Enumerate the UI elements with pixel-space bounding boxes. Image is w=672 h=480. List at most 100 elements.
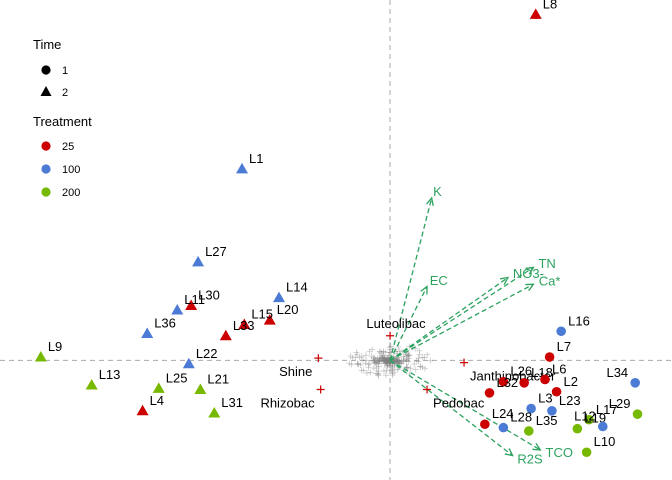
sample-l8: L8 [529, 0, 557, 19]
sample-label: L28 [510, 410, 532, 425]
sample-marker-circle [498, 376, 509, 387]
sample-label: L7 [557, 339, 571, 354]
vector-no3: NO3- [389, 266, 544, 361]
taxon-cross [381, 356, 388, 363]
vector-line [389, 197, 433, 361]
taxon-cross [398, 360, 405, 367]
vector-label: TN [538, 256, 555, 271]
sample-l19: L19 [572, 411, 606, 434]
sample-l24: L24 [480, 406, 514, 430]
taxon-cross [354, 360, 361, 367]
taxon-label: Rhizobac [260, 396, 315, 411]
taxon-label: Pedobac [433, 396, 485, 411]
sample-label: L10 [594, 434, 616, 449]
sample-label: L14 [286, 280, 308, 295]
sample-marker-circle [547, 406, 557, 416]
sample-marker-triangle [263, 314, 276, 325]
legend-treatment-200-swatch [41, 187, 51, 197]
taxon-cross [380, 348, 387, 355]
sample-l28: L28 [498, 410, 532, 433]
sample-label: L17 [596, 402, 618, 417]
taxon-cross [389, 363, 396, 370]
sample-marker-circle [551, 386, 562, 397]
sample-label: L1 [249, 151, 263, 166]
sample-l23: L23 [547, 393, 581, 416]
sample-l30: L30 [185, 288, 220, 311]
sample-marker-circle [630, 378, 640, 388]
taxon-cross [419, 354, 426, 361]
sample-marker-triangle [182, 357, 195, 369]
sample-l1: L1 [236, 151, 263, 174]
taxon-cross [388, 366, 395, 373]
legend-treatment-title: Treatment [33, 114, 92, 129]
sample-marker-circle [632, 409, 643, 419]
taxon-cross [383, 367, 390, 374]
taxon-cross [346, 360, 353, 367]
sample-marker-triangle [219, 329, 232, 341]
sample-l32: L32 [484, 375, 518, 398]
sample-label: L29 [609, 396, 631, 411]
vector-r2s: R2S [389, 359, 543, 466]
sample-marker-circle [584, 414, 594, 425]
taxon-cross [392, 356, 399, 363]
sample-marker-circle [572, 423, 583, 434]
sample-l13: L13 [85, 367, 120, 390]
taxon-cross [360, 357, 367, 364]
sample-l6: L6 [540, 361, 566, 385]
sample-l17: L17 [584, 402, 618, 425]
taxon-marker [460, 358, 469, 367]
vector-arrowhead [525, 283, 535, 292]
legend-treatment-100-swatch [41, 164, 51, 174]
sample-label: L6 [552, 361, 566, 376]
taxon-cross [422, 365, 429, 372]
taxon-cross [365, 364, 372, 371]
sample-label: L35 [536, 413, 558, 428]
sample-label: L3 [538, 391, 552, 406]
legend-treatment-25-label: 25 [62, 141, 74, 153]
taxon-cross [387, 343, 394, 350]
vector-line [389, 286, 428, 361]
legend: Time 1 2 Treatment 25 100 200 [33, 37, 92, 199]
sample-l16: L16 [556, 313, 590, 337]
taxon-cross [384, 359, 391, 366]
taxon-cross [397, 360, 404, 367]
sample-label: L20 [277, 302, 299, 317]
taxon-marker [386, 331, 395, 340]
sample-l36: L36 [141, 316, 176, 339]
legend-time-2-label: 2 [62, 87, 68, 99]
sample-l29: L29 [609, 396, 643, 419]
sample-marker-circle [498, 422, 509, 433]
taxon-cross [403, 351, 410, 358]
taxon-cross [366, 348, 373, 355]
environment-vectors: K TN Ca*NO3- EC R2S TCO [389, 184, 573, 466]
vector-arrowhead [525, 266, 535, 275]
vector-label: TCO [546, 445, 573, 460]
sample-marker-circle [556, 326, 566, 337]
vector-label: K [433, 184, 442, 199]
sample-marker-triangle [208, 407, 221, 418]
sample-l15: L15 [238, 307, 273, 330]
vector-arrowhead [504, 448, 514, 457]
sample-l35: L35 [524, 413, 558, 436]
sample-label: L31 [221, 395, 243, 410]
taxon-luteolibac: Luteolibac [366, 316, 426, 340]
sample-marker-triangle [194, 383, 207, 395]
sample-l3: L3 [526, 391, 553, 414]
taxon-cross [360, 367, 367, 374]
sample-l27: L27 [192, 244, 227, 267]
sample-label: L15 [251, 307, 273, 322]
taxon-cross [349, 354, 356, 361]
sample-marker-triangle [238, 318, 251, 330]
sample-l21: L21 [194, 372, 229, 395]
sample-label: L25 [166, 370, 188, 385]
sample-marker-triangle [529, 8, 542, 19]
taxon-janthinobacter: Janthinobacter [460, 358, 556, 384]
taxon-cross [407, 365, 414, 372]
legend-treatment-25-swatch [41, 141, 51, 151]
legend-time-1-label: 1 [62, 65, 68, 77]
sample-l10: L10 [581, 434, 616, 458]
taxon-cross [368, 353, 375, 360]
taxon-cross [386, 344, 393, 351]
